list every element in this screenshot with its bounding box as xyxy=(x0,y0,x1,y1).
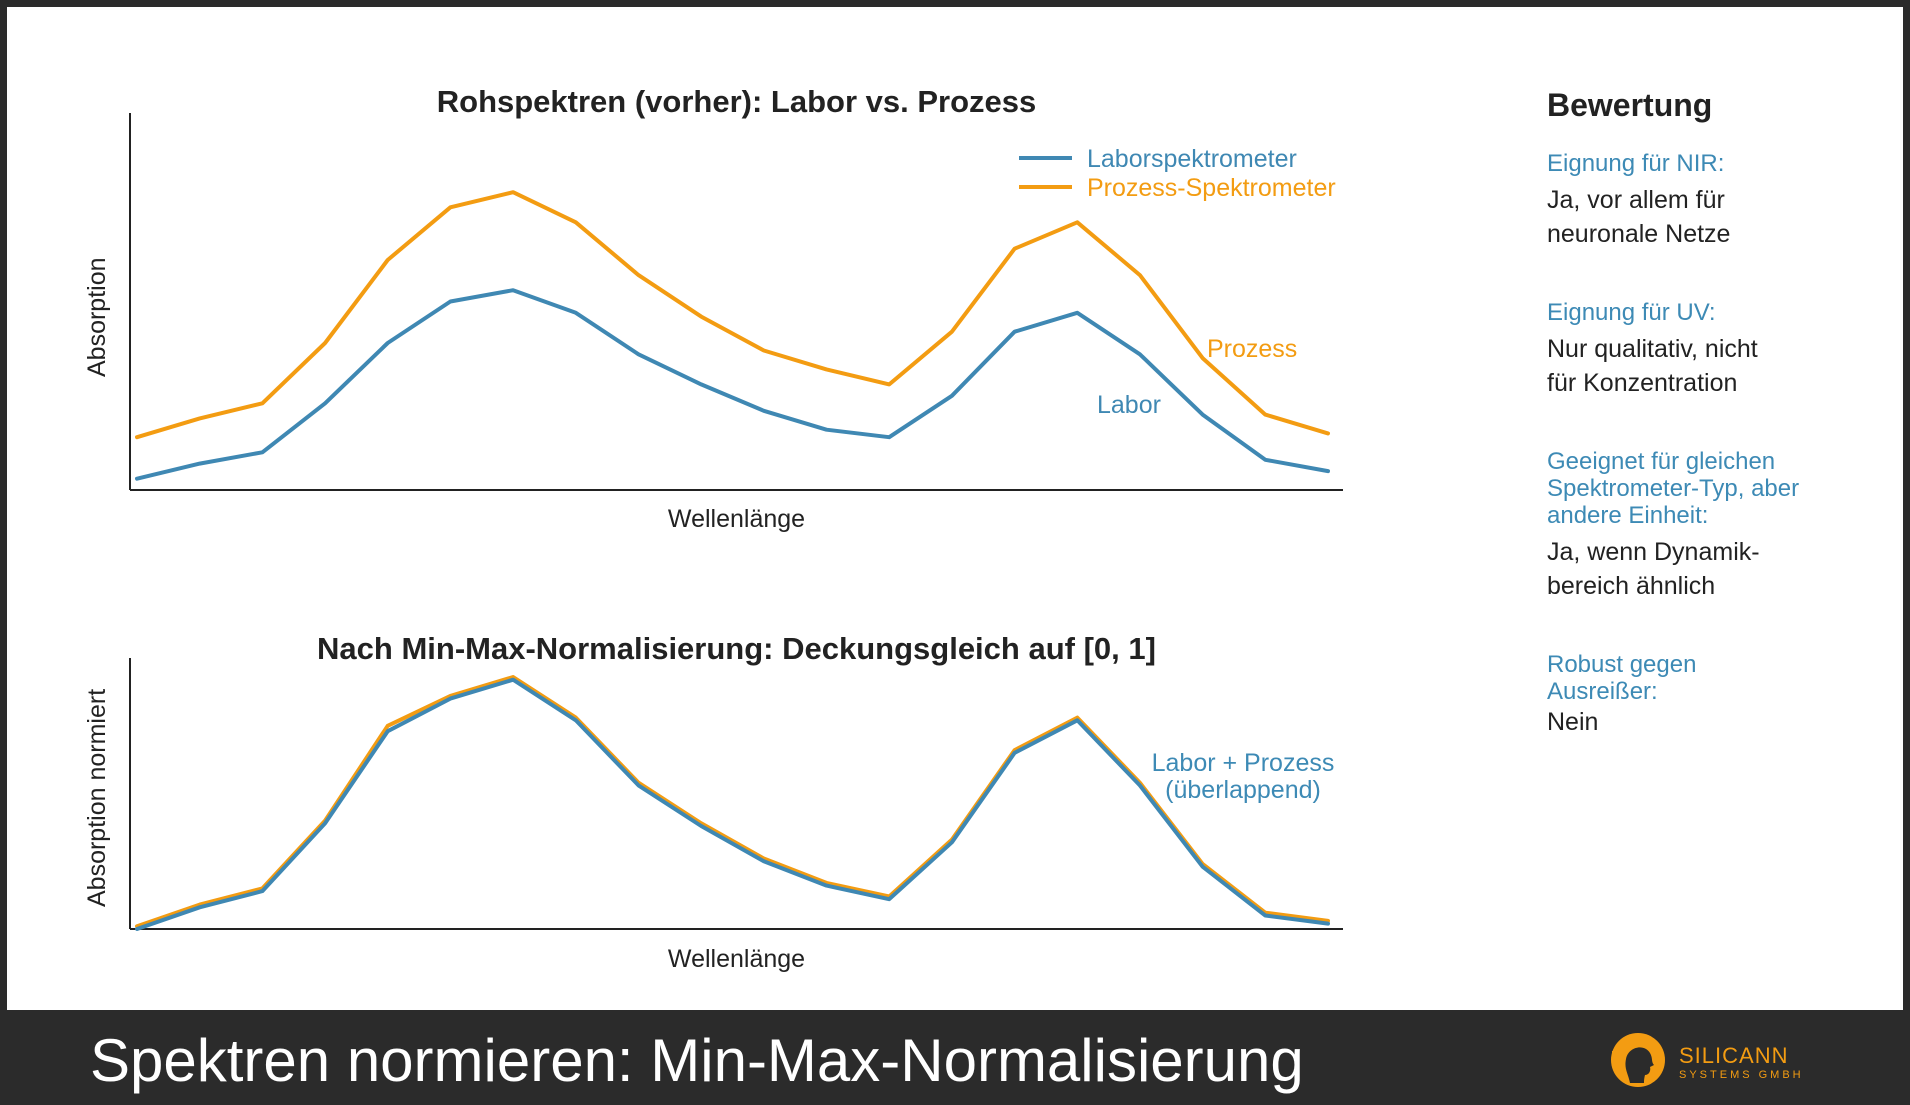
y-axis-label: Absorption xyxy=(83,257,111,377)
charts-svg: Rohspektren (vorher): Labor vs. Prozess W… xyxy=(83,84,1343,973)
footer-bar: Spektren normieren: Min-Max-Normalisieru… xyxy=(0,1010,1910,1105)
assessment-item-uv: Eignung für UV: Nur qualitativ, nicht fü… xyxy=(1547,299,1887,400)
assessment-item-nir: Eignung für NIR: Ja, vor allem für neuro… xyxy=(1547,150,1887,251)
assessment-label: Eignung für NIR: xyxy=(1547,150,1725,177)
logo-subtext: SYSTEMS GMBH xyxy=(1679,1069,1804,1081)
annotation-overlap: Labor + Prozess xyxy=(1152,749,1335,777)
assessment-label: Robust gegen Ausreißer: xyxy=(1547,651,1697,705)
assessment-value: Nein xyxy=(1547,708,1599,736)
x-axis-label: Wellenlänge xyxy=(668,505,805,533)
assessment-item-robust: Robust gegen Ausreißer: Nein xyxy=(1547,651,1887,739)
footer-title: Spektren normieren: Min-Max-Normalisieru… xyxy=(90,1027,1304,1094)
series-line-labor xyxy=(135,288,1330,481)
assessment-panel: Bewertung Eignung für NIR: Ja, vor allem… xyxy=(1547,87,1887,787)
annotation-overlap-sub: (überlappend) xyxy=(1165,776,1321,804)
legend-label-labor: Laborspektrometer xyxy=(1087,145,1297,173)
logo-head-icon xyxy=(1611,1033,1665,1087)
x-axis-label: Wellenlänge xyxy=(668,945,805,973)
series-line-labor xyxy=(135,677,1330,931)
assessment-label: Geeignet für gleichen Spektrometer-Typ, … xyxy=(1547,448,1800,529)
legend-label-prozess: Prozess-Spektrometer xyxy=(1087,174,1336,202)
assessment-value: Ja, wenn Dynamik-bereich ähnlich xyxy=(1547,538,1760,600)
assessment-item-spektrometer: Geeignet für gleichen Spektrometer-Typ, … xyxy=(1547,448,1887,603)
chart-title: Rohspektren (vorher): Labor vs. Prozess xyxy=(437,84,1037,119)
assessment-value: Nur qualitativ, nicht für Konzentration xyxy=(1547,335,1758,397)
y-axis-label: Absorption normiert xyxy=(83,689,111,907)
assessment-value: Ja, vor allem für neuronale Netze xyxy=(1547,186,1731,248)
content-panel: Rohspektren (vorher): Labor vs. Prozess W… xyxy=(7,7,1903,1010)
assessment-title: Bewertung xyxy=(1547,87,1713,123)
chart-title: Nach Min-Max-Normalisierung: Deckungsgle… xyxy=(317,631,1156,666)
annotation-labor: Labor xyxy=(1097,391,1161,419)
assessment-label: Eignung für UV: xyxy=(1547,299,1716,326)
company-logo: SILICANN SYSTEMS GMBH xyxy=(1604,1025,1824,1095)
series-line-prozess xyxy=(135,190,1330,440)
annotation-prozess: Prozess xyxy=(1207,335,1297,363)
logo-text: SILICANN xyxy=(1679,1043,1789,1068)
series-line-prozess xyxy=(135,675,1330,929)
